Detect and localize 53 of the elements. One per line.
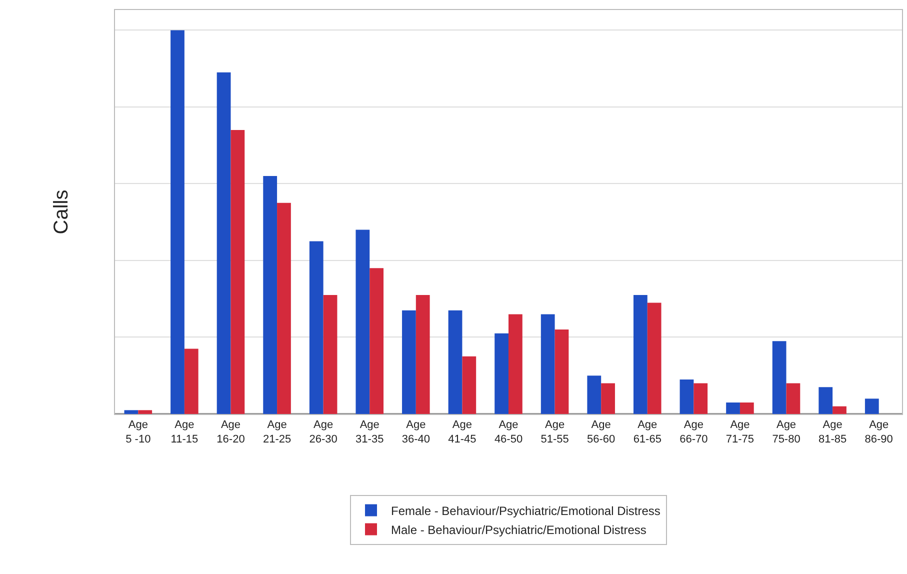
x-tick-label: Age 61-65: [633, 419, 662, 446]
bar: [740, 402, 754, 414]
bar: [462, 356, 476, 414]
bar: [587, 376, 602, 414]
bar: [786, 383, 800, 414]
bar: [230, 130, 245, 414]
legend-label: Male - Behaviour/Psychiatric/Emotional Distress: [391, 522, 646, 537]
bar: [448, 310, 462, 414]
bar: [277, 202, 291, 414]
x-tick-label: Age 75-80: [772, 419, 800, 446]
bar: [601, 383, 615, 414]
bar: [138, 410, 152, 414]
bar: [124, 410, 138, 414]
y-axis-title: Calls: [50, 190, 72, 234]
bar: [309, 241, 324, 414]
bar: [370, 268, 384, 414]
bar: [554, 330, 569, 414]
x-tick-label: Age 81-85: [818, 419, 847, 446]
bar: [508, 314, 522, 414]
legend-label: Female - Behaviour/Psychiatric/Emotional Distress: [391, 504, 660, 518]
x-tick-label: Age 5 -10: [126, 419, 151, 446]
bar: [772, 341, 786, 414]
x-tick-label: Age 41-45: [448, 419, 476, 446]
bar: [356, 230, 370, 414]
bar: [864, 398, 879, 414]
bar: [170, 30, 184, 414]
bar: [726, 402, 740, 414]
x-tick-label: Age 31-35: [356, 419, 384, 446]
bar: [633, 295, 648, 414]
bar: [494, 333, 508, 414]
bar: [832, 406, 846, 414]
x-tick-label: Age 36-40: [402, 419, 430, 446]
bar: [680, 379, 694, 414]
bar: [216, 72, 231, 414]
bar: [416, 295, 430, 414]
x-tick-label: Age 21-25: [262, 419, 292, 446]
x-tick-label: Age 46-50: [494, 419, 523, 446]
bar: [818, 387, 833, 414]
bar: [647, 302, 662, 414]
x-tick-label: Age 51-55: [540, 419, 569, 446]
x-tick-label: Age 86-90: [864, 419, 893, 446]
x-tick-label: Age 56-60: [587, 419, 616, 446]
x-tick-label: Age 11-15: [170, 419, 198, 446]
bar: [694, 383, 708, 414]
bar: [402, 310, 416, 414]
x-tick-label: Age 26-30: [309, 419, 338, 446]
bar: [323, 295, 338, 414]
x-tick-label: Age 66-70: [680, 419, 708, 446]
x-tick-label: Age 16-20: [216, 419, 245, 446]
bar: [540, 314, 555, 414]
x-tick-label: Age 71-75: [726, 419, 754, 446]
bar: [184, 348, 198, 414]
bar: [263, 176, 278, 414]
